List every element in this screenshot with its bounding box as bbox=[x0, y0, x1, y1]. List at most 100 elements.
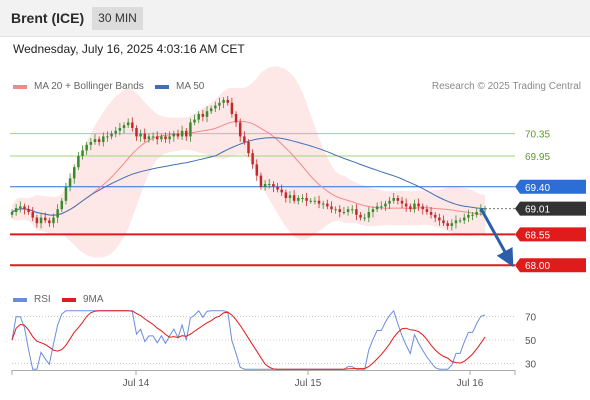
candle-body bbox=[425, 209, 429, 212]
rsi-tick-label: 30 bbox=[525, 359, 537, 370]
candle-body bbox=[110, 133, 113, 137]
candle-body bbox=[247, 142, 250, 154]
candle-body bbox=[43, 217, 47, 221]
candle-body bbox=[10, 212, 14, 215]
candle-body bbox=[396, 198, 400, 201]
legend-rsi-ma-label: 9MA bbox=[83, 294, 104, 305]
rsi-ma-line bbox=[11, 310, 486, 370]
candle-body bbox=[226, 100, 229, 103]
level-label-69-95: 69.95 bbox=[525, 152, 550, 163]
candle-body bbox=[97, 139, 101, 142]
rsi-swatch bbox=[13, 297, 27, 302]
legend-ma50-label: MA 50 bbox=[176, 81, 205, 92]
level-label-68-55: 68.55 bbox=[525, 230, 550, 241]
time-tick-label: Jul 16 bbox=[457, 378, 484, 389]
candle-body bbox=[147, 136, 151, 140]
candle-body bbox=[400, 200, 404, 204]
level-tag-pivot bbox=[515, 179, 586, 194]
candle-body bbox=[251, 153, 254, 165]
candle-body bbox=[81, 150, 84, 156]
candle-body bbox=[64, 186, 68, 201]
rsi-tick-label: 50 bbox=[525, 336, 537, 347]
candle-body bbox=[380, 206, 383, 208]
candle-body bbox=[301, 198, 304, 199]
level-label-69-01: 69.01 bbox=[525, 205, 550, 216]
candle-body bbox=[205, 111, 209, 117]
candle-body bbox=[475, 212, 478, 215]
candle-body bbox=[176, 133, 180, 137]
candle-body bbox=[305, 198, 308, 201]
candle-body bbox=[421, 206, 425, 210]
candle-body bbox=[429, 212, 433, 215]
candle-body bbox=[392, 198, 395, 201]
candle-body bbox=[346, 209, 350, 212]
timeframe-badge[interactable]: 30 MIN bbox=[92, 7, 143, 30]
time-axis-line bbox=[12, 370, 515, 371]
ma50-swatch bbox=[155, 84, 169, 89]
candle-body bbox=[375, 206, 379, 210]
candle-body bbox=[172, 133, 176, 137]
candle-body bbox=[102, 136, 105, 142]
price-levels bbox=[10, 133, 515, 267]
candles bbox=[10, 96, 487, 231]
candle-body bbox=[209, 108, 213, 112]
candle-body bbox=[417, 203, 420, 207]
candle-body bbox=[39, 217, 43, 224]
candle-body bbox=[413, 203, 416, 210]
candle-body bbox=[471, 214, 474, 216]
candle-body bbox=[68, 178, 72, 187]
candle-body bbox=[288, 195, 292, 198]
candle-body bbox=[230, 102, 234, 114]
chart-datetime: Wednesday, July 16, 2025 4:03:16 AM CET bbox=[13, 42, 245, 56]
candle-body bbox=[438, 217, 441, 221]
candle-body bbox=[313, 200, 317, 202]
candle-body bbox=[334, 209, 337, 211]
candle-body bbox=[72, 167, 76, 179]
candle-body bbox=[201, 114, 205, 117]
candle-body bbox=[255, 164, 259, 176]
candle-body bbox=[189, 122, 192, 137]
bollinger-bands bbox=[12, 66, 485, 258]
candle-body bbox=[106, 136, 109, 138]
candle-body bbox=[185, 130, 188, 137]
legend-rsi-ma: 9MA bbox=[62, 294, 104, 305]
level-label-70-35: 70.35 bbox=[525, 130, 550, 141]
candle-body bbox=[31, 212, 34, 218]
rsi-ma-swatch bbox=[62, 297, 76, 302]
candle-body bbox=[114, 130, 117, 134]
level-label-69-40: 69.40 bbox=[525, 183, 550, 194]
candle-body bbox=[143, 133, 147, 140]
candle-body bbox=[85, 144, 88, 151]
candle-body bbox=[276, 186, 279, 190]
candle-body bbox=[155, 136, 159, 140]
rsi-panel: 70 50 30 bbox=[11, 309, 537, 370]
candle-body bbox=[160, 136, 163, 140]
level-tag-last bbox=[515, 201, 586, 216]
candle-body bbox=[151, 136, 155, 138]
level-tag-support bbox=[515, 227, 586, 242]
candle-body bbox=[446, 223, 449, 226]
candle-body bbox=[467, 214, 470, 218]
candle-body bbox=[330, 206, 333, 210]
candle-body bbox=[363, 217, 366, 219]
candle-body bbox=[463, 217, 466, 221]
candle-body bbox=[126, 122, 130, 126]
instrument-title: Brent (ICE) bbox=[11, 10, 85, 26]
candle-body bbox=[338, 209, 342, 212]
candle-body bbox=[234, 114, 238, 123]
candle-body bbox=[238, 122, 242, 137]
candle-body bbox=[326, 203, 329, 207]
candle-body bbox=[118, 128, 122, 131]
bollinger-band-area bbox=[12, 66, 485, 258]
candle-body bbox=[268, 184, 271, 185]
candle-body bbox=[483, 208, 487, 210]
candle-body bbox=[297, 198, 300, 201]
candle-body bbox=[404, 203, 408, 207]
candle-body bbox=[14, 208, 18, 212]
candle-body bbox=[433, 214, 437, 218]
candle-body bbox=[359, 214, 362, 218]
candle-body bbox=[93, 139, 97, 142]
candle-body bbox=[23, 206, 26, 210]
legend-ma50: MA 50 bbox=[155, 81, 204, 92]
